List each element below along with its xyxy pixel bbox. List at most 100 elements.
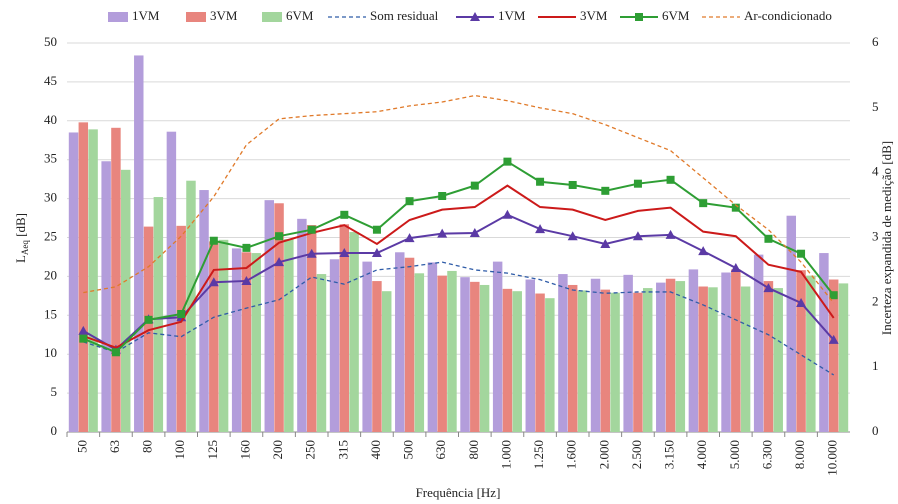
marker [437, 228, 448, 238]
x-tick-label: 630 [433, 440, 448, 460]
bar [437, 275, 447, 432]
legend-label: 3VM [580, 8, 608, 23]
y-tick-label: 10 [44, 345, 57, 360]
marker [275, 232, 284, 241]
marker [829, 291, 838, 300]
marker [698, 246, 709, 256]
bar [284, 239, 294, 432]
bar [209, 241, 219, 432]
bar [633, 292, 643, 432]
y-tick-label: 5 [51, 384, 58, 399]
line [83, 261, 835, 376]
legend-label: 3VM [210, 8, 238, 23]
bar [773, 288, 783, 432]
x-tick-label: 2.500 [629, 440, 644, 469]
y2-tick-label: 3 [872, 228, 879, 243]
y-tick-label: 30 [44, 190, 57, 205]
bar [688, 269, 699, 432]
y-tick-label: 35 [44, 151, 57, 166]
x-tick-label: 400 [368, 440, 383, 460]
bar [414, 273, 425, 432]
bar [362, 261, 372, 432]
line [83, 94, 835, 304]
y-axis-label-suffix: [dB] [13, 213, 28, 240]
bar [492, 261, 503, 432]
bar [558, 274, 568, 432]
bar [176, 225, 186, 432]
bar [166, 131, 177, 432]
line [82, 213, 835, 351]
x-tick-label: 4.000 [694, 440, 709, 469]
bar [460, 277, 470, 432]
marker [405, 197, 414, 206]
bar [395, 252, 405, 432]
marker [339, 248, 350, 258]
bar [806, 275, 816, 432]
x-tick-label: 6.300 [759, 440, 774, 469]
marker [177, 310, 186, 319]
marker [274, 257, 285, 267]
x-tick-label: 2.000 [596, 440, 611, 469]
bar [753, 254, 764, 432]
bar [427, 262, 438, 432]
bar [297, 218, 307, 432]
line [82, 184, 835, 349]
marker [438, 192, 447, 201]
marker [307, 225, 316, 234]
bar [708, 287, 718, 432]
bar [78, 122, 89, 432]
x-tick-label: 10.000 [825, 440, 840, 476]
marker [340, 210, 349, 219]
legend-swatch [262, 12, 282, 22]
marker [79, 334, 88, 343]
marker [632, 231, 643, 241]
line [82, 160, 835, 354]
bar [199, 190, 209, 432]
marker [730, 262, 741, 272]
bar [642, 288, 653, 432]
legend-marker [635, 13, 643, 21]
bar [656, 282, 666, 432]
bar [101, 161, 111, 433]
x-tick-label: 1.250 [531, 440, 546, 469]
marker [567, 231, 578, 241]
x-tick-label: 1.600 [564, 440, 579, 469]
marker [404, 233, 415, 243]
marker [111, 348, 120, 357]
bar [796, 270, 806, 432]
bar [120, 169, 131, 432]
x-tick-label: 50 [74, 440, 89, 453]
bar [404, 257, 415, 432]
bar [838, 283, 849, 432]
bar [251, 253, 261, 432]
marker [764, 234, 773, 243]
bar [819, 253, 829, 432]
marker [699, 199, 708, 208]
x-tick-label: 63 [107, 440, 122, 453]
y2-tick-label: 1 [872, 358, 879, 373]
x-tick-label: 800 [466, 440, 481, 460]
marker [503, 157, 512, 166]
legend-label: 6VM [286, 8, 314, 23]
bar [786, 215, 797, 432]
y-axis-label: LAeq [dB] [13, 213, 30, 263]
marker [209, 236, 218, 245]
marker [763, 283, 774, 293]
y-tick-label: 50 [44, 34, 57, 49]
marker [665, 229, 676, 239]
y2-tick-label: 2 [872, 293, 879, 308]
bar [306, 225, 317, 432]
bar [339, 224, 350, 432]
marker [469, 227, 480, 237]
bar [134, 55, 144, 433]
legend-label: 1VM [498, 8, 526, 23]
bar [535, 293, 545, 432]
x-tick-label: 125 [205, 440, 220, 460]
x-tick-label: 80 [140, 440, 155, 453]
bar [567, 284, 578, 432]
y2-tick-label: 5 [872, 99, 879, 114]
marker [666, 175, 675, 184]
y-axis-label-sub: Aeq [20, 240, 30, 255]
legend-label: 6VM [662, 8, 690, 23]
x-tick-label: 100 [172, 440, 187, 460]
